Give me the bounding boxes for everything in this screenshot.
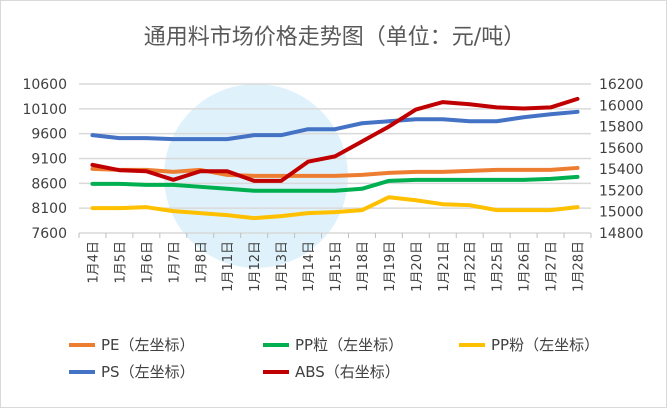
x-tick-label: 1月5日 <box>113 241 128 284</box>
chart-title: 通用料市场价格走势图（单位：元/吨） <box>143 25 526 50</box>
x-tick-label: 1月8日 <box>194 241 209 284</box>
x-tick-label: 1月25日 <box>491 241 506 292</box>
x-tick-label: 1月28日 <box>572 241 587 292</box>
right-tick-label: 15400 <box>599 162 644 178</box>
legend-item: PP粉（左坐标） <box>459 334 599 355</box>
x-tick-label: 1月11日 <box>221 241 236 292</box>
x-tick-label: 1月27日 <box>545 241 560 292</box>
x-tick-label: 1月19日 <box>383 241 398 292</box>
left-tick-label: 8100 <box>31 201 67 217</box>
legend-item: PP粒（左坐标） <box>263 334 403 355</box>
x-tick-label: 1月26日 <box>518 241 533 292</box>
legend-label: PP粉（左坐标） <box>491 336 600 354</box>
legend-item: PE（左坐标） <box>69 334 195 355</box>
left-tick-label: 10600 <box>22 77 67 93</box>
x-tick-label: 1月7日 <box>167 241 182 284</box>
legend-label: PS（左坐标） <box>101 363 195 381</box>
x-tick-label: 1月21日 <box>437 241 452 292</box>
left-tick-label: 7600 <box>31 226 67 242</box>
legend-item: PS（左坐标） <box>69 361 195 382</box>
series-line-PP粒 <box>90 174 580 193</box>
legend-swatch <box>263 342 289 347</box>
right-tick-label: 15200 <box>599 183 644 199</box>
right-tick-label: 16000 <box>599 98 644 114</box>
legend-label: PE（左坐标） <box>101 336 195 354</box>
x-tick-label: 1月12日 <box>248 241 263 292</box>
left-tick-label: 10100 <box>22 102 67 118</box>
left-tick-label: 9100 <box>31 152 67 168</box>
right-tick-label: 15600 <box>599 141 644 157</box>
legend-label: ABS（右坐标） <box>295 363 400 381</box>
right-tick-label: 15800 <box>599 120 644 136</box>
x-tick-label: 1月13日 <box>275 241 290 292</box>
legend-swatch <box>69 369 95 374</box>
x-tick-label: 1月20日 <box>410 241 425 292</box>
x-tick-label: 1月15日 <box>329 241 344 292</box>
x-tick-label: 1月14日 <box>302 241 317 292</box>
right-tick-label: 14800 <box>599 226 644 242</box>
legend-swatch <box>263 369 289 374</box>
legend-swatch <box>69 342 95 347</box>
series-line-ABS <box>90 96 580 183</box>
x-tick-label: 1月4日 <box>86 241 101 284</box>
legend-item: ABS（右坐标） <box>263 361 400 382</box>
legend-swatch <box>459 342 485 347</box>
series-line-PE <box>90 165 580 178</box>
x-tick-label: 1月6日 <box>140 241 155 284</box>
series-line-PP粉 <box>90 195 580 221</box>
x-tick-label: 1月18日 <box>356 241 371 292</box>
x-tick-label: 1月22日 <box>464 241 479 292</box>
left-tick-label: 8600 <box>31 176 67 192</box>
left-tick-label: 9600 <box>31 127 67 143</box>
right-tick-label: 16200 <box>599 77 644 93</box>
right-tick-label: 15000 <box>599 205 644 221</box>
series-line-PS <box>90 109 580 142</box>
legend-label: PP粒（左坐标） <box>295 336 404 354</box>
